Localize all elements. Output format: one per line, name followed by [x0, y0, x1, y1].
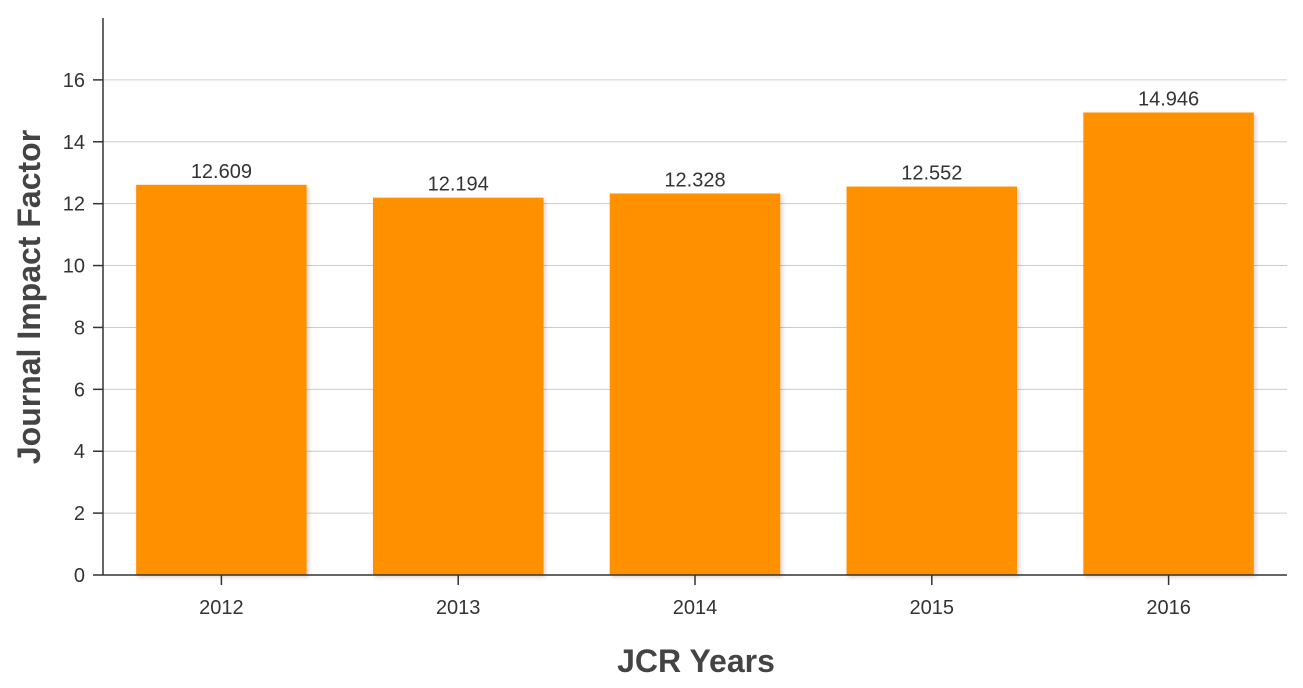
bar-2015[interactable]	[846, 186, 1018, 575]
bar-2012[interactable]	[136, 184, 307, 575]
x-tick-label: 2015	[910, 597, 955, 619]
y-tick-label: 4	[74, 441, 85, 463]
y-tick-label: 12	[63, 194, 85, 216]
data-labels: 12.609 12.194 12.328 12.552 14.946	[191, 89, 1199, 196]
y-axis-title: Journal Impact Factor	[11, 130, 47, 464]
data-label-2016: 14.946	[1138, 89, 1199, 111]
y-tick-label: 8	[74, 317, 85, 339]
y-tick-label: 6	[74, 379, 85, 401]
axes: 0 2 4 6 8 10 12 14 16 2012 2013 2014 2015 2016	[63, 18, 1287, 619]
data-label-2015: 12.552	[901, 163, 962, 185]
data-label-2012: 12.609	[191, 161, 252, 183]
y-tick-label: 10	[63, 256, 85, 278]
y-tick-label: 16	[63, 70, 85, 92]
y-tick-label: 14	[63, 132, 85, 154]
x-axis-title: JCR Years	[617, 643, 775, 679]
x-tick-label: 2013	[436, 597, 481, 619]
bar-2013[interactable]	[372, 197, 544, 575]
x-tick-label: 2014	[673, 597, 718, 619]
data-label-2014: 12.328	[664, 170, 725, 192]
bar-2014[interactable]	[609, 193, 781, 575]
data-label-2013: 12.194	[428, 174, 489, 196]
y-tick-label: 0	[74, 565, 85, 587]
x-tick-label: 2016	[1146, 597, 1191, 619]
x-tick-label: 2012	[199, 597, 244, 619]
y-tick-label: 2	[74, 503, 85, 525]
bars	[136, 112, 1254, 575]
bar-2016[interactable]	[1083, 112, 1254, 575]
